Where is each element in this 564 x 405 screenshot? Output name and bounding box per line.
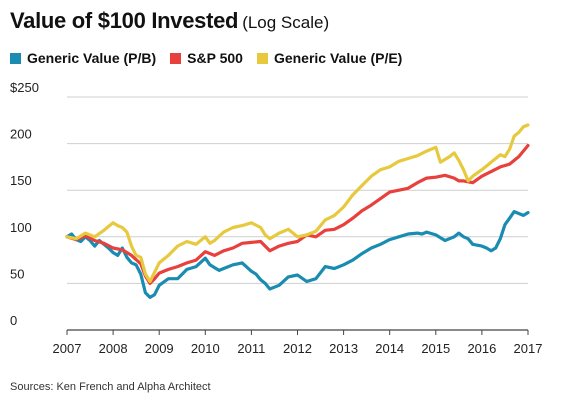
legend-swatch-pb [10,52,21,64]
x-tick-label: 2013 [329,341,358,356]
legend-swatch-sp500 [170,52,182,64]
legend-item-sp500: S&P 500 [170,50,243,66]
x-tick-label: 2011 [237,341,265,356]
source-note: Sources: Ken French and Alpha Architect [10,381,211,393]
x-tick-label: 2012 [283,341,312,356]
series-line-pe [65,123,530,284]
legend-label-pb: Generic Value (P/B) [27,50,157,66]
x-tick-label: 2017 [514,341,543,356]
legend-swatch-pe [256,52,268,64]
x-tick-label: 2009 [145,341,174,356]
legend-label-pe: Generic Value (P/E) [273,50,403,66]
legend-label-sp500: S&P 500 [187,50,243,66]
y-tick-label: 50 [10,266,24,281]
chart-legend: Generic Value (P/B) S&P 500 Generic Valu… [10,50,402,66]
x-tick-label: 2016 [467,341,496,356]
y-tick-label: 100 [10,220,32,235]
y-tick-label: 150 [10,173,32,188]
chart-title: Value of $100 Invested [10,8,239,33]
title-row: Value of $100 Invested (Log Scale) [10,8,329,34]
y-tick-label: 200 [10,127,32,142]
x-tick-label: 2007 [53,341,82,356]
chart-subtitle: (Log Scale) [242,13,330,32]
y-tick-label: 0 [10,313,17,328]
legend-item-pe: Generic Value (P/E) [256,50,403,66]
x-tick-label: 2008 [99,341,128,356]
series-line-sp500 [65,143,530,285]
x-tick-label: 2010 [191,341,220,356]
x-tick-label: 2015 [421,341,450,356]
series-line-pb [65,210,530,299]
x-tick-label: 2014 [375,341,404,356]
legend-item-pb: Generic Value (P/B) [10,50,156,66]
y-tick-label: $250 [10,80,39,95]
